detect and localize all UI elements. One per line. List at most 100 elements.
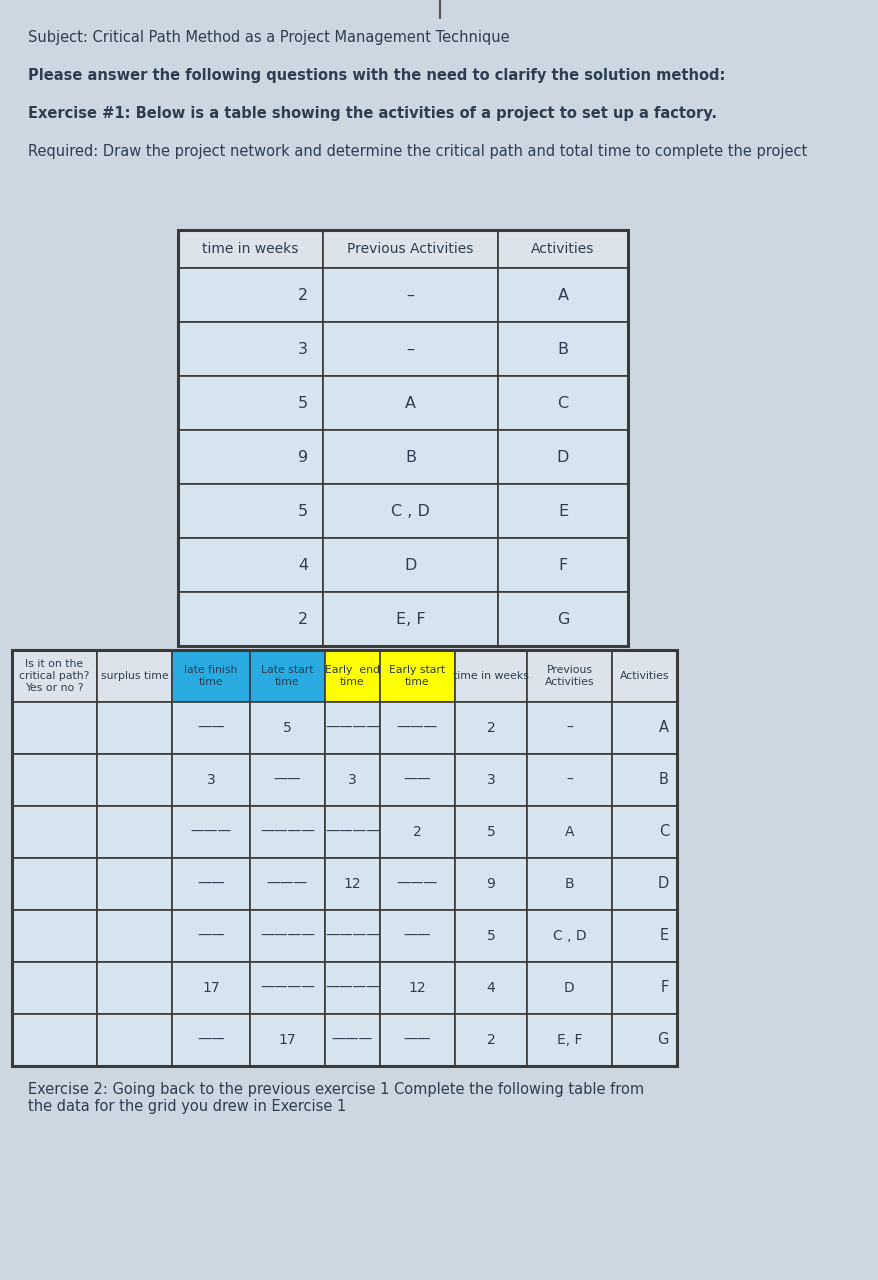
Bar (379, 858, 455, 910)
Bar (172, 1014, 249, 1066)
Bar (379, 754, 455, 806)
Text: Previous Activities: Previous Activities (347, 242, 473, 256)
Text: 9: 9 (486, 877, 495, 891)
Bar (249, 963, 325, 1014)
Bar (325, 858, 379, 910)
Text: Is it on the
critical path?
Yes or no ?: Is it on the critical path? Yes or no ? (19, 659, 90, 692)
Bar (178, 323, 322, 376)
Text: ————: ———— (260, 929, 314, 943)
Bar (249, 650, 325, 701)
Bar (97, 1014, 172, 1066)
Bar (322, 430, 498, 484)
Text: Required: Draw the project network and determine the critical path and total tim: Required: Draw the project network and d… (28, 143, 806, 159)
Text: Exercise 2: Going back to the previous exercise 1 Complete the following table f: Exercise 2: Going back to the previous e… (28, 1082, 644, 1115)
Text: Activities: Activities (530, 242, 594, 256)
Text: G: G (556, 612, 569, 626)
Bar (12, 1014, 97, 1066)
Text: A: A (405, 396, 415, 411)
Text: 2: 2 (486, 1033, 495, 1047)
Bar (12, 910, 97, 963)
Text: G: G (657, 1033, 668, 1047)
Bar (455, 858, 527, 910)
Bar (527, 650, 611, 701)
Bar (527, 963, 611, 1014)
Text: 12: 12 (343, 877, 361, 891)
Text: ——: —— (197, 929, 225, 943)
Bar (178, 376, 322, 430)
Bar (611, 963, 676, 1014)
Text: 2: 2 (298, 612, 307, 626)
Bar (455, 701, 527, 754)
Text: A: A (564, 826, 573, 838)
Bar (611, 910, 676, 963)
Text: ——: —— (403, 929, 431, 943)
Text: B: B (405, 449, 415, 465)
Text: ——: —— (197, 1033, 225, 1047)
Bar (379, 910, 455, 963)
Text: 3: 3 (486, 773, 495, 787)
Text: 2: 2 (298, 288, 307, 302)
Text: C , D: C , D (552, 929, 586, 943)
Bar (249, 754, 325, 806)
Text: –: – (406, 342, 414, 357)
Bar (97, 806, 172, 858)
Text: ——: —— (403, 1033, 431, 1047)
Text: ——: —— (197, 877, 225, 891)
Bar (455, 910, 527, 963)
Bar (498, 230, 627, 268)
Bar (498, 484, 627, 538)
Text: ————: ———— (325, 721, 379, 735)
Bar (325, 910, 379, 963)
Bar (178, 591, 322, 646)
Bar (12, 858, 97, 910)
Text: C: C (557, 396, 568, 411)
Bar (611, 754, 676, 806)
Bar (97, 701, 172, 754)
Text: Early  end
time: Early end time (325, 666, 379, 687)
Text: E, F: E, F (556, 1033, 581, 1047)
Bar (455, 963, 527, 1014)
Text: D: D (556, 449, 569, 465)
Bar (12, 963, 97, 1014)
Bar (172, 858, 249, 910)
Bar (322, 230, 498, 268)
Text: 3: 3 (206, 773, 215, 787)
Bar (325, 701, 379, 754)
Bar (322, 323, 498, 376)
Text: Subject: Critical Path Method as a Project Management Technique: Subject: Critical Path Method as a Proje… (28, 29, 509, 45)
Bar (172, 806, 249, 858)
Text: 9: 9 (298, 449, 307, 465)
Text: Exercise #1: Below is a table showing the activities of a project to set up a fa: Exercise #1: Below is a table showing th… (28, 106, 716, 122)
Bar (249, 1014, 325, 1066)
Bar (498, 376, 627, 430)
Text: Late start
time: Late start time (261, 666, 313, 687)
Text: time in weeks: time in weeks (452, 671, 529, 681)
Text: –: – (565, 773, 572, 787)
Text: D: D (564, 980, 574, 995)
Text: ————: ———— (260, 826, 314, 838)
Text: ——: —— (197, 721, 225, 735)
Bar (172, 963, 249, 1014)
Text: ———: ——— (191, 826, 232, 838)
Bar (172, 650, 249, 701)
Text: B: B (557, 342, 568, 357)
Bar (178, 538, 322, 591)
Text: ————: ———— (260, 980, 314, 995)
Text: late finish
time: late finish time (184, 666, 237, 687)
Bar (527, 858, 611, 910)
Bar (178, 230, 627, 646)
Bar (379, 701, 455, 754)
Text: D: D (657, 877, 668, 891)
Bar (12, 650, 676, 1066)
Bar (249, 806, 325, 858)
Text: 5: 5 (283, 721, 291, 735)
Bar (455, 1014, 527, 1066)
Text: –: – (565, 721, 572, 735)
Text: –: – (406, 288, 414, 302)
Bar (498, 268, 627, 323)
Bar (611, 806, 676, 858)
Text: ———: ——— (397, 877, 437, 891)
Bar (178, 430, 322, 484)
Text: 3: 3 (348, 773, 356, 787)
Bar (527, 1014, 611, 1066)
